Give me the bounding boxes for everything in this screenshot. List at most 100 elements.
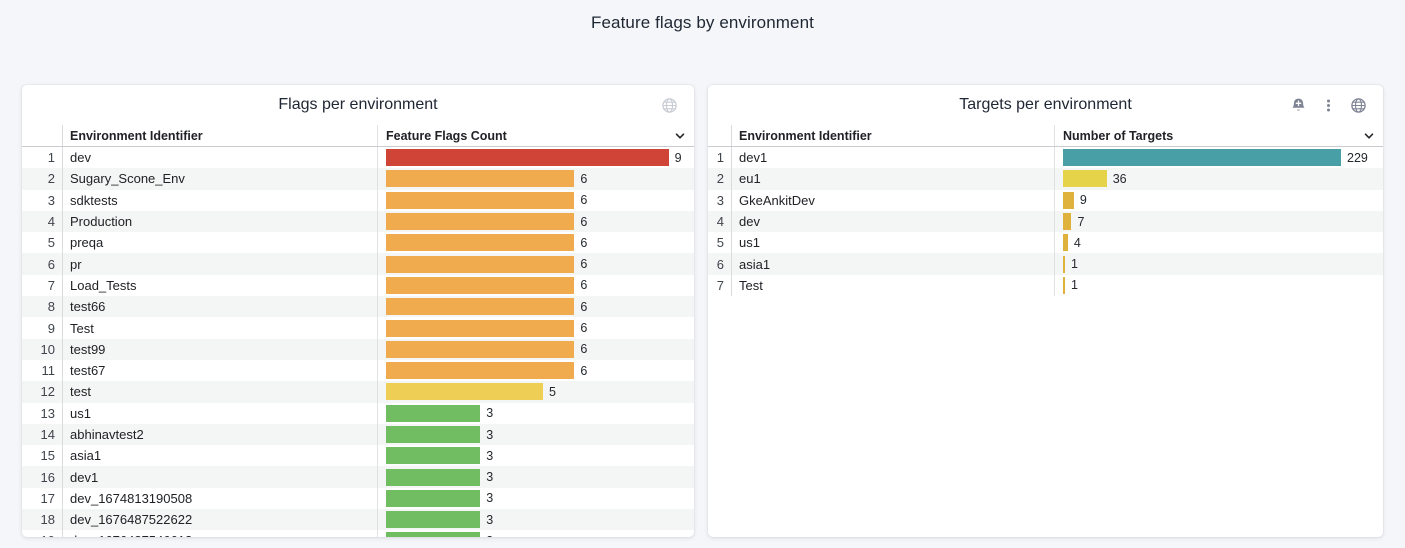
environment-identifier-cell: test67 (62, 360, 377, 381)
value-label: 6 (580, 364, 587, 378)
value-bar-cell: 229 (1054, 147, 1383, 168)
value-label: 3 (486, 470, 493, 484)
environment-identifier-cell: GkeAnkitDev (731, 190, 1054, 211)
table-row: 11test676 (22, 360, 694, 381)
environment-identifier-cell: Load_Tests (62, 275, 377, 296)
row-number: 19 (22, 530, 62, 537)
value-bar (386, 383, 543, 400)
table-row: 2Sugary_Scone_Env6 (22, 168, 694, 189)
row-number: 3 (708, 190, 731, 211)
kebab-menu-icon[interactable] (1320, 97, 1337, 114)
environment-identifier-cell: sdktests (62, 190, 377, 211)
table-body: 1dev12292eu1363GkeAnkitDev94dev75us146as… (708, 147, 1383, 537)
value-label: 7 (1077, 215, 1084, 229)
value-label: 6 (580, 342, 587, 356)
value-bar (386, 234, 574, 251)
column-header-feature-flags-count[interactable]: Feature Flags Count (377, 125, 694, 146)
value-label: 5 (549, 385, 556, 399)
value-bar (386, 469, 480, 486)
panel-header: Flags per environment (22, 85, 694, 125)
table-row: 9Test6 (22, 317, 694, 338)
row-number: 2 (22, 168, 62, 189)
value-bar-cell: 3 (377, 530, 694, 537)
value-bar (386, 362, 574, 379)
value-label: 6 (580, 278, 587, 292)
value-bar-cell: 6 (377, 360, 694, 381)
value-bar-cell: 3 (377, 424, 694, 445)
value-bar-cell: 36 (1054, 168, 1383, 189)
panel-title[interactable]: Flags per environment (278, 96, 437, 114)
value-label: 229 (1347, 151, 1368, 165)
row-number: 9 (22, 317, 62, 338)
table-row: 6asia11 (708, 253, 1383, 274)
value-bar (1063, 170, 1107, 187)
environment-identifier-cell: dev_1676487522622 (62, 509, 377, 530)
table-row: 13us13 (22, 403, 694, 424)
value-label: 9 (675, 151, 682, 165)
column-header-environment-identifier[interactable]: Environment Identifier (731, 125, 1054, 146)
environment-identifier-cell: preqa (62, 232, 377, 253)
value-bar-cell: 9 (1054, 190, 1383, 211)
row-number: 16 (22, 466, 62, 487)
value-label: 6 (580, 215, 587, 229)
value-bar (386, 192, 574, 209)
environment-identifier-cell: test (62, 381, 377, 402)
value-bar (386, 298, 574, 315)
environment-identifier-cell: test99 (62, 339, 377, 360)
value-label: 3 (486, 513, 493, 527)
value-bar (386, 341, 574, 358)
panel-title[interactable]: Targets per environment (959, 96, 1132, 114)
table-row: 1dev9 (22, 147, 694, 168)
value-label: 9 (1080, 193, 1087, 207)
value-bar-cell: 7 (1054, 211, 1383, 232)
value-label: 1 (1071, 257, 1078, 271)
column-header-environment-identifier[interactable]: Environment Identifier (62, 125, 377, 146)
table-row: 12test 5 (22, 381, 694, 402)
value-bar-cell: 6 (377, 339, 694, 360)
value-label: 36 (1113, 172, 1127, 186)
column-header-number-of-targets[interactable]: Number of Targets (1054, 125, 1383, 146)
value-bar (386, 426, 480, 443)
chevron-down-icon[interactable] (1363, 130, 1375, 142)
table-header-row: Environment Identifier Feature Flags Cou… (22, 125, 694, 147)
table-row: 8test666 (22, 296, 694, 317)
value-bar-cell: 3 (377, 445, 694, 466)
value-bar-cell: 3 (377, 403, 694, 424)
environment-identifier-cell: eu1 (731, 168, 1054, 189)
table-row: 17dev_16748131905083 (22, 488, 694, 509)
row-number: 10 (22, 339, 62, 360)
value-bar-cell: 6 (377, 296, 694, 317)
value-bar (1063, 234, 1068, 251)
row-number: 5 (708, 232, 731, 253)
environment-identifier-cell: dev1 (62, 466, 377, 487)
value-bar (386, 149, 669, 166)
value-label: 4 (1074, 236, 1081, 250)
value-bar-cell: 3 (377, 509, 694, 530)
value-label: 3 (486, 428, 493, 442)
value-bar (386, 447, 480, 464)
table-row: 5preqa6 (22, 232, 694, 253)
table-row: 7Test1 (708, 275, 1383, 296)
value-bar (1063, 277, 1065, 294)
table-row: 7Load_Tests 6 (22, 275, 694, 296)
row-number: 5 (22, 232, 62, 253)
environment-identifier-cell: asia1 (62, 445, 377, 466)
row-number: 12 (22, 381, 62, 402)
row-number: 15 (22, 445, 62, 466)
row-number: 7 (22, 275, 62, 296)
environment-identifier-cell: abhinavtest2 (62, 424, 377, 445)
table-row: 6pr6 (22, 253, 694, 274)
value-bar-cell: 3 (377, 488, 694, 509)
value-bar (386, 213, 574, 230)
table-row: 5us14 (708, 232, 1383, 253)
environment-identifier-cell: pr (62, 253, 377, 274)
panel-flags-per-environment: Flags per environment Environment Identi… (22, 85, 694, 537)
value-label: 6 (580, 300, 587, 314)
chevron-down-icon[interactable] (674, 130, 686, 142)
row-number: 1 (22, 147, 62, 168)
table-row: 1dev1229 (708, 147, 1383, 168)
row-number: 8 (22, 296, 62, 317)
value-label: 6 (580, 257, 587, 271)
row-number: 1 (708, 147, 731, 168)
value-bar (386, 532, 480, 537)
